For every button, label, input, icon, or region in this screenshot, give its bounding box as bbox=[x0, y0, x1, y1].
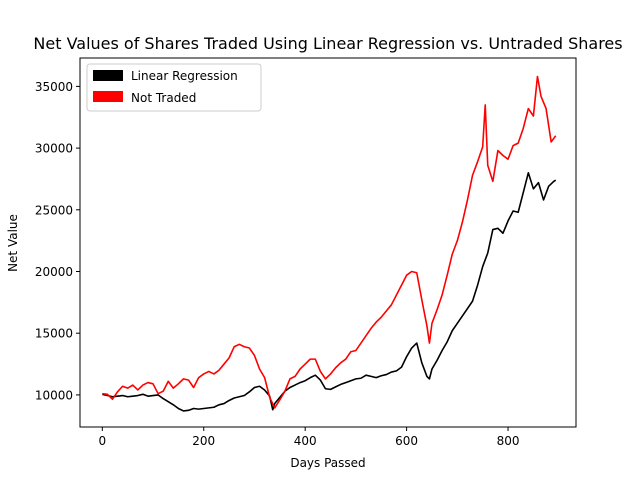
x-axis-ticks: 0 200 400 600 800 bbox=[98, 427, 519, 448]
y-tick-label: 10000 bbox=[35, 388, 73, 402]
legend: Linear Regression Not Traded bbox=[86, 63, 262, 112]
legend-box bbox=[86, 63, 262, 112]
x-tick-label: 800 bbox=[497, 434, 520, 448]
y-tick-label: 25000 bbox=[35, 203, 73, 217]
x-tick-label: 200 bbox=[192, 434, 215, 448]
y-tick-label: 15000 bbox=[35, 327, 73, 341]
chart-title: Net Values of Shares Traded Using Linear… bbox=[33, 34, 622, 53]
y-axis-ticks: 10000 15000 20000 25000 30000 35000 bbox=[35, 80, 80, 402]
y-tick-label: 30000 bbox=[35, 142, 73, 156]
legend-label-linear-regression: Linear Regression bbox=[131, 69, 238, 83]
x-tick-label: 0 bbox=[98, 434, 106, 448]
legend-label-not-traded: Not Traded bbox=[131, 91, 196, 105]
plot-area bbox=[80, 58, 576, 427]
series-line-not-traded bbox=[102, 75, 557, 409]
y-tick-label: 20000 bbox=[35, 265, 73, 279]
legend-swatch-not-traded bbox=[93, 91, 123, 102]
x-tick-label: 600 bbox=[395, 434, 418, 448]
y-tick-label: 35000 bbox=[35, 80, 73, 94]
plot-frame bbox=[79, 57, 577, 428]
x-axis-label: Days Passed bbox=[290, 456, 365, 470]
series-line-linear-regression bbox=[102, 171, 557, 412]
x-tick-label: 400 bbox=[294, 434, 317, 448]
series-group bbox=[102, 75, 557, 412]
y-axis-label: Net Value bbox=[6, 214, 20, 272]
legend-swatch-linear-regression bbox=[93, 70, 123, 81]
